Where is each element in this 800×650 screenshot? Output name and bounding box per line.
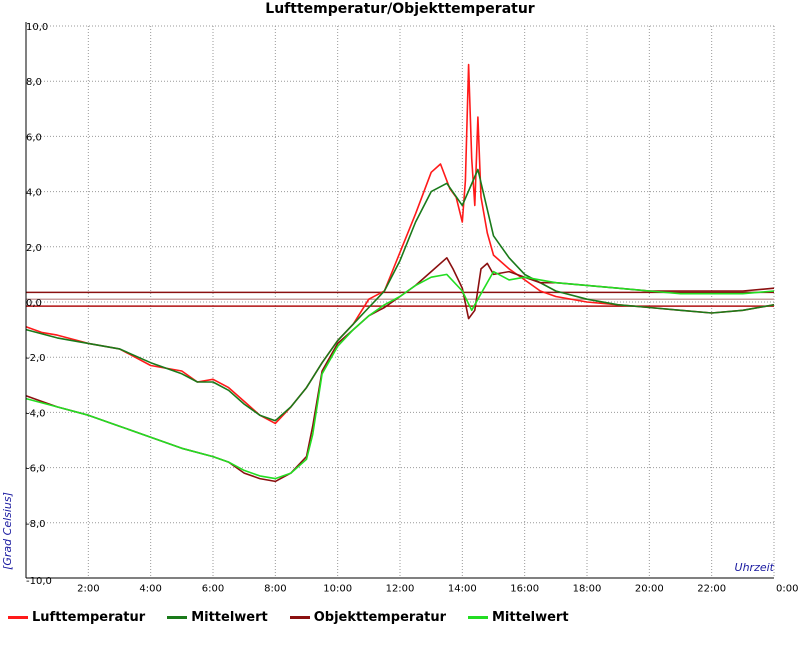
y-tick-label: 2,0 <box>26 243 42 254</box>
legend-label: Objekttemperatur <box>313 609 446 625</box>
series-line-4 <box>25 270 775 480</box>
x-tick-label: 6:00 <box>202 583 224 594</box>
x-axis-label: Uhrzeit <box>735 561 775 574</box>
legend-item: Lufttemperatur <box>8 607 145 627</box>
grid <box>26 25 775 578</box>
x-tick-label: 8:00 <box>264 583 286 594</box>
legend-swatch <box>167 615 188 619</box>
y-tick-label: 0,0 <box>26 298 42 309</box>
y-tick-label: -2,0 <box>26 353 46 364</box>
x-tick-label: 10:00 <box>323 583 352 594</box>
legend-item: Mittelwert <box>167 607 268 627</box>
y-axis-label: [Grad Celsius] <box>1 492 14 570</box>
series-line-2 <box>25 168 775 422</box>
chart: Lufttemperatur/Objekttemperatur 10,0 8,0 6… <box>1 1 798 594</box>
legend-label: Mittelwert <box>492 609 569 625</box>
series-line-1 <box>25 63 775 425</box>
legend-swatch <box>468 615 488 619</box>
axes <box>25 22 774 579</box>
legend-swatch <box>8 615 28 619</box>
legend: Lufttemperatur Mittelwert Objekttemperatur… <box>8 607 591 627</box>
legend-label: Lufttemperatur <box>32 609 146 625</box>
y-tick-label: -8,0 <box>26 519 46 530</box>
x-tick-label: 22:00 <box>697 583 726 594</box>
x-tick-label: 12:00 <box>386 583 415 594</box>
x-tick-labels: 2:00 4:00 6:00 8:00 10:00 12:00 14:00 16:00 18:0… <box>77 583 798 594</box>
y-tick-label: 6,0 <box>26 132 42 143</box>
y-tick-min-label: -10,0 <box>26 576 52 587</box>
legend-item: Mittelwert <box>468 607 569 627</box>
x-tick-label: 4:00 <box>139 583 161 594</box>
y-tick-label: 4,0 <box>26 188 42 199</box>
chart-title: Lufttemperatur/Objekttemperatur <box>265 1 535 17</box>
y-tick-label: 8,0 <box>26 77 42 88</box>
series-group <box>25 63 775 483</box>
x-tick-label: 20:00 <box>635 583 664 594</box>
x-tick-label: 16:00 <box>510 583 539 594</box>
y-tick-label: -4,0 <box>26 408 46 419</box>
x-tick-label: 2:00 <box>77 583 99 594</box>
x-tick-label: 14:00 <box>448 583 477 594</box>
y-tick-label: -6,0 <box>26 464 46 475</box>
legend-label: Mittelwert <box>191 609 268 625</box>
legend-swatch <box>289 615 310 619</box>
y-tick-label: 10,0 <box>26 22 48 33</box>
legend-item: Objekttemperatur <box>289 607 446 627</box>
x-tick-label: 18:00 <box>573 583 602 594</box>
reference-lines <box>26 291 774 307</box>
y-tick-labels: 10,0 8,0 6,0 4,0 2,0 0,0 -2,0 -4,0 -6,0 -8,0 <box>26 22 48 530</box>
x-tick-label: 0:00 <box>776 583 798 594</box>
